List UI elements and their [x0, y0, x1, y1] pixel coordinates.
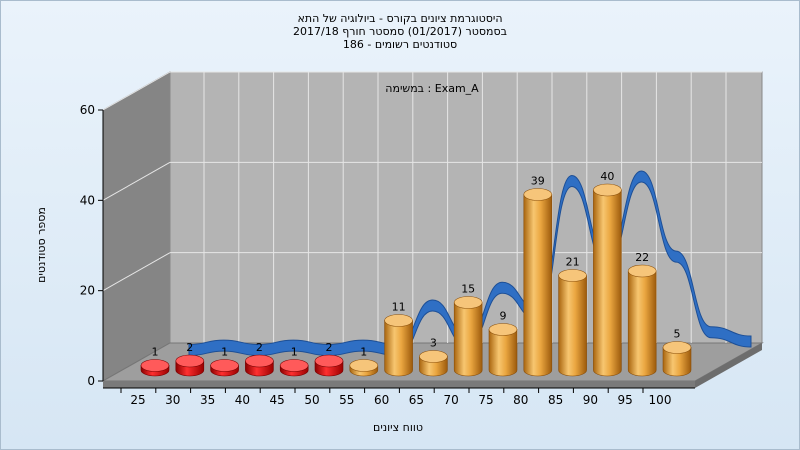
x-tick-label-65: 65 — [409, 393, 424, 407]
y-tick-label-1: 20 — [80, 284, 95, 298]
bar-top-65 — [419, 350, 448, 363]
bar-body-95 — [627, 270, 657, 377]
bar-55 — [349, 359, 379, 377]
data-label-65: 3 — [430, 337, 437, 350]
x-tick-label-95: 95 — [618, 393, 633, 407]
data-label-45: 1 — [291, 346, 298, 359]
bar-body-70 — [453, 302, 483, 377]
y-axis: 0 20 40 60 — [80, 103, 104, 388]
bar-45 — [279, 359, 309, 377]
bar-top-45 — [279, 359, 309, 372]
chart-title-line-1: היסטוגרמת ציונים בקורס - ביולוגיה של התא — [297, 12, 503, 25]
data-label-30: 2 — [186, 341, 193, 354]
bar-top-90 — [593, 183, 622, 197]
bar-top-35 — [210, 359, 239, 372]
bar-40 — [245, 354, 274, 377]
x-tick-label-80: 80 — [513, 393, 528, 407]
bar-top-80 — [523, 188, 553, 201]
bar-60 — [384, 314, 413, 377]
x-tick-label-75: 75 — [478, 393, 493, 407]
bars — [140, 183, 692, 377]
x-tick-label-85: 85 — [548, 393, 563, 407]
x-tick-label-30: 30 — [165, 393, 180, 407]
floor-side-edge — [695, 343, 762, 388]
bar-body-100 — [662, 347, 692, 377]
chart-title-line-3: 186 - סטודנטים רשומים — [342, 38, 458, 51]
x-tick-label-60: 60 — [374, 393, 389, 407]
bar-65 — [419, 350, 448, 377]
grid-line-left-3 — [102, 71, 171, 111]
data-label-35: 1 — [221, 346, 228, 359]
bar-70 — [453, 296, 483, 377]
bar-top-85 — [558, 269, 587, 282]
bar-top-30 — [175, 354, 205, 368]
bar-body-60 — [384, 320, 413, 377]
data-label-80: 39 — [531, 175, 545, 188]
x-axis-title: טווח ציונים — [373, 421, 423, 434]
x-tick-label-45: 45 — [270, 393, 285, 407]
data-label-70: 15 — [461, 283, 475, 296]
x-tick-label-35: 35 — [200, 393, 215, 407]
data-label-40: 2 — [256, 341, 263, 354]
bar-95 — [627, 264, 657, 377]
x-tick-label-50: 50 — [304, 393, 319, 407]
bar-top-55 — [349, 359, 379, 372]
bar-top-100 — [662, 341, 692, 354]
y-tick-label-2: 40 — [80, 193, 95, 207]
bar-top-25 — [140, 359, 170, 372]
floor-edge — [103, 381, 695, 388]
y-axis-title: מספר סטודנטים — [35, 207, 48, 283]
data-label-55: 1 — [360, 346, 367, 359]
bar-body-90 — [593, 189, 622, 377]
bar-top-60 — [384, 314, 413, 327]
bar-100 — [662, 341, 692, 377]
bar-top-75 — [488, 323, 518, 336]
x-tick-label-100: 100 — [649, 393, 672, 407]
data-label-85: 21 — [566, 256, 580, 269]
bar-body-80 — [523, 194, 553, 377]
bar-top-50 — [314, 354, 344, 368]
y-tick-label-0: 0 — [87, 374, 95, 388]
chart-title-line-2: בסמסטר (01/2017) סמסטר חורף 2017/18 — [293, 25, 507, 38]
exam-annotation: במשימה : Exam_A — [385, 82, 479, 95]
bar-25 — [140, 359, 170, 377]
bar-top-40 — [245, 354, 274, 368]
bar-50 — [314, 354, 344, 377]
bar-80 — [523, 188, 553, 377]
x-tick-label-90: 90 — [583, 393, 598, 407]
bar-body-75 — [488, 329, 518, 377]
data-label-25: 1 — [152, 346, 159, 359]
grid-line-left-1 — [102, 252, 171, 292]
bar-90 — [593, 183, 622, 377]
data-label-75: 9 — [500, 310, 507, 323]
data-label-90: 40 — [600, 170, 614, 183]
bar-30 — [175, 354, 205, 377]
bar-35 — [210, 359, 239, 377]
bar-top-95 — [627, 264, 657, 278]
data-label-50: 2 — [326, 341, 333, 354]
data-label-100: 5 — [674, 328, 681, 341]
data-label-60: 11 — [392, 301, 406, 314]
grid-line-left-2 — [102, 161, 171, 201]
data-label-95: 22 — [635, 251, 649, 264]
y-tick-label-3: 60 — [80, 103, 95, 117]
x-tick-label-70: 70 — [444, 393, 459, 407]
x-tick-label-40: 40 — [235, 393, 250, 407]
x-tick-label-25: 25 — [130, 393, 145, 407]
bar-body-85 — [558, 275, 587, 377]
bar-85 — [558, 269, 587, 377]
bar-top-70 — [453, 296, 483, 309]
bar-75 — [488, 323, 518, 377]
x-tick-label-55: 55 — [339, 393, 354, 407]
left-wall — [102, 71, 171, 382]
x-axis: 25 30 35 40 45 50 55 60 65 70 75 80 85 90 95 100 — [103, 387, 695, 407]
